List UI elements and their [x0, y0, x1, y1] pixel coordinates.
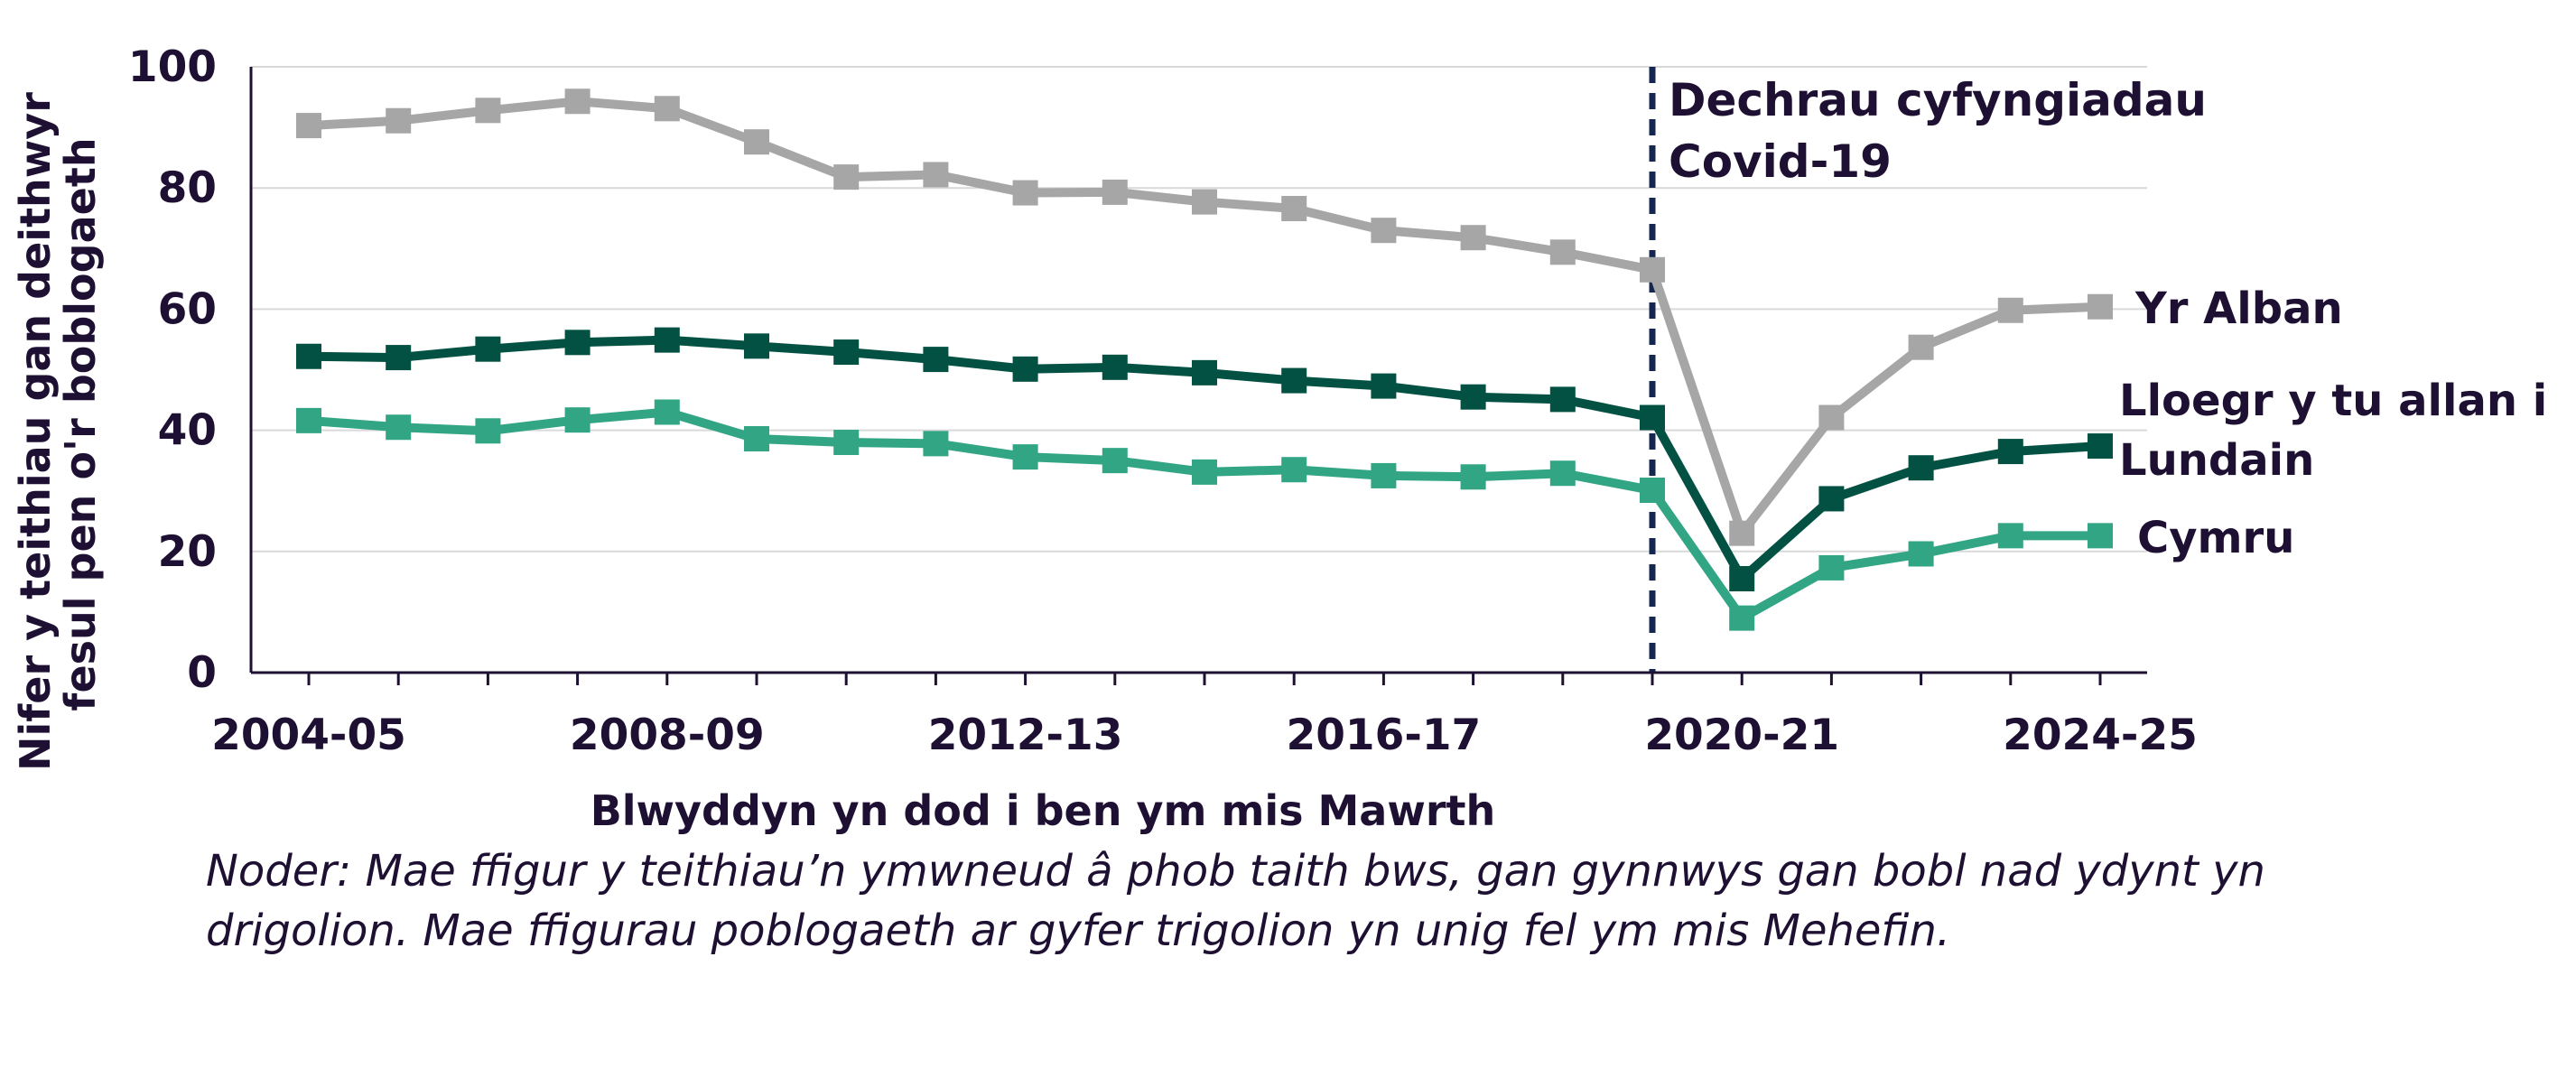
series-3-point [1549, 460, 1576, 487]
y-axis-title: Nifer y teithiau gan deithwyr fesul pen … [11, 78, 105, 771]
series-3-point [1192, 459, 1217, 485]
series-2-point [1729, 565, 1755, 591]
covid-annotation-line-1: Dechrau cyfyngiadau [1669, 74, 2207, 126]
series-labels: Yr Alban Lloegr y tu allan i Lundain Cymru [2119, 283, 2547, 563]
covid-annotation: Dechrau cyfyngiadau Covid-19 [1649, 67, 2207, 673]
series-3-point [564, 407, 591, 433]
series-1-point [564, 88, 591, 115]
series-1-point [1192, 189, 1217, 215]
series-1-point [1012, 180, 1038, 206]
series-label-line: Yr Alban [2134, 283, 2343, 334]
y-axis-title-line-1: Nifer y teithiau gan deithwyr [11, 92, 60, 771]
series-2-point [1908, 455, 1934, 481]
series-2-point [654, 327, 680, 353]
series-2-point [1549, 386, 1576, 413]
series-2-point [1371, 373, 1397, 399]
series-1-point [1102, 179, 1128, 205]
series-2-point [1281, 367, 1307, 394]
series-2-point [1997, 439, 2023, 465]
series-3-point [386, 414, 412, 441]
series-1-point [923, 162, 949, 188]
series-label-2: Lloegr y tu allan i Lundain [2119, 376, 2547, 486]
series-1-point [386, 107, 412, 134]
series-1-point [1460, 225, 1486, 251]
series-2-point [386, 345, 412, 371]
series-3-point [1460, 464, 1486, 490]
series-3-point [1908, 541, 1934, 567]
series-2-point [564, 330, 591, 356]
series-1-point [1818, 404, 1845, 431]
series-1-point [1281, 196, 1307, 222]
y-tick-label: 40 [158, 406, 217, 456]
series-3-point [1102, 448, 1128, 474]
series-label-1: Yr Alban [2134, 283, 2343, 334]
x-tick-label: 2020-21 [1644, 711, 1839, 760]
series-label-line: Lundain [2119, 435, 2314, 486]
series-label-line: Cymru [2137, 513, 2294, 563]
series-2-point [833, 339, 860, 366]
series-2-point [296, 343, 321, 369]
series-3-point [2088, 523, 2113, 549]
series-3-point [296, 407, 321, 433]
x-tick-label: 2012-13 [928, 711, 1123, 760]
series-1-point [296, 113, 321, 139]
series-1-point [1908, 334, 1934, 360]
series-2-point [1460, 384, 1486, 410]
x-tick-label: 2008-09 [570, 711, 765, 760]
y-tick-label: 20 [158, 527, 217, 577]
y-tick-label: 100 [128, 42, 217, 92]
series-2-point [475, 336, 501, 362]
series-1-point [744, 129, 769, 155]
series-1-point [1997, 297, 2023, 323]
x-axis-title: Blwyddyn yn dod i ben ym mis Mawrth [591, 786, 1496, 835]
series-1-point [475, 98, 501, 124]
series-line-3 [308, 407, 2100, 623]
series-1-point [833, 164, 860, 190]
series-2-point [923, 347, 949, 373]
series-2-point [744, 333, 769, 359]
series-3-point [1818, 554, 1845, 581]
series-3-point [654, 399, 680, 425]
covid-annotation-line-2: Covid-19 [1669, 135, 1892, 188]
series-1-point [654, 96, 680, 122]
series-label-3: Cymru [2137, 513, 2294, 563]
y-axis-title-line-2: fesul pen o'r boblogaeth [56, 137, 105, 711]
series-3-point [1997, 523, 2023, 549]
x-tick-label: 2016-17 [1287, 711, 1482, 760]
series-2-point [1192, 359, 1217, 386]
x-tick-label: 2004-05 [211, 711, 406, 760]
series-1-point [1729, 520, 1755, 546]
y-tick-label: 60 [158, 284, 217, 334]
series-3-point [1371, 462, 1397, 488]
x-tick-label: 2024-25 [2003, 711, 2198, 760]
series-2-point [1818, 486, 1845, 512]
series-1-point [1549, 239, 1576, 265]
series-1-point [2088, 293, 2113, 320]
series-3-point [1640, 478, 1665, 504]
series-1-point [1371, 218, 1397, 244]
series-2-point [2088, 433, 2113, 460]
chart-note: Noder: Mae ffigur y teithiau’n ymwneud â… [206, 846, 2265, 956]
y-tick-label: 80 [158, 163, 217, 213]
series-lines [296, 88, 2113, 631]
series-2-point [1012, 356, 1038, 382]
series-3-point [833, 430, 860, 456]
series-3-point [744, 425, 769, 451]
y-tick-label: 0 [187, 648, 217, 698]
series-3-point [1281, 457, 1307, 483]
series-3-point [475, 418, 501, 444]
series-3-point [1012, 444, 1038, 470]
series-2-point [1102, 354, 1128, 380]
series-1-point [1640, 256, 1665, 283]
series-3-point [923, 431, 949, 457]
series-3-point [1729, 605, 1755, 631]
series-label-line: Lloegr y tu allan i [2119, 376, 2547, 426]
bus-journeys-line-chart: Dechrau cyfyngiadau Covid-19 0 20 40 60 80 100… [11, 42, 2547, 835]
series-2-point [1640, 404, 1665, 431]
axes: 0 20 40 60 80 100 2004-05 2008-09 2012-13 2016-17… [128, 42, 2198, 760]
